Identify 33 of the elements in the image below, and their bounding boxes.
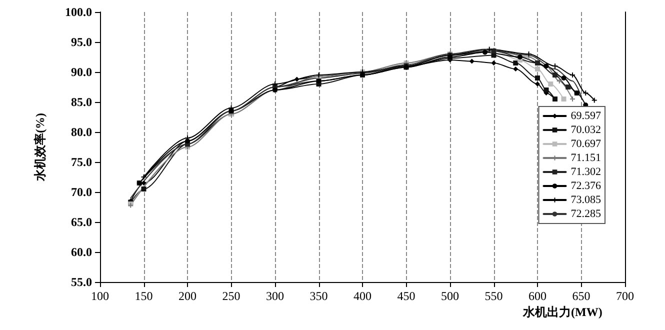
x-tick-label: 650 bbox=[572, 289, 590, 303]
y-tick-label: 100.0 bbox=[65, 5, 92, 19]
x-tick-label: 250 bbox=[222, 289, 240, 303]
y-tick-label: 65.0 bbox=[71, 215, 92, 229]
y-tick-label: 60.0 bbox=[71, 245, 92, 259]
x-tick-label: 200 bbox=[178, 289, 196, 303]
x-tick-label: 450 bbox=[397, 289, 416, 303]
legend-label: 70.032 bbox=[570, 124, 601, 136]
legend-label: 71.302 bbox=[570, 166, 601, 178]
y-tick-label: 85.0 bbox=[71, 95, 92, 109]
legend-label: 73.085 bbox=[570, 194, 602, 206]
x-tick-label: 700 bbox=[616, 289, 634, 303]
x-tick-label: 500 bbox=[441, 289, 459, 303]
x-tick-label: 600 bbox=[528, 289, 546, 303]
x-tick-label: 300 bbox=[266, 289, 284, 303]
legend-label: 69.597 bbox=[570, 110, 602, 122]
x-tick-label: 550 bbox=[484, 289, 503, 303]
x-tick-label: 150 bbox=[134, 289, 153, 303]
legend-label: 70.697 bbox=[570, 138, 602, 150]
y-tick-label: 95.0 bbox=[71, 35, 92, 49]
legend-label: 72.285 bbox=[570, 208, 602, 220]
y-tick-label: 75.0 bbox=[71, 155, 92, 169]
y-tick-label: 70.0 bbox=[71, 185, 92, 199]
x-tick-label: 400 bbox=[354, 289, 372, 303]
x-tick-label: 350 bbox=[310, 289, 328, 303]
y-tick-label: 90.0 bbox=[71, 65, 92, 79]
y-axis-title: 水机效率(%) bbox=[33, 113, 47, 182]
x-axis-title: 水机出力(MW) bbox=[522, 305, 602, 319]
legend-label: 72.376 bbox=[570, 180, 602, 192]
x-tick-label: 100 bbox=[91, 289, 109, 303]
y-tick-label: 55.0 bbox=[71, 275, 92, 289]
legend-label: 71.151 bbox=[570, 152, 601, 164]
y-tick-label: 80.0 bbox=[71, 125, 92, 139]
